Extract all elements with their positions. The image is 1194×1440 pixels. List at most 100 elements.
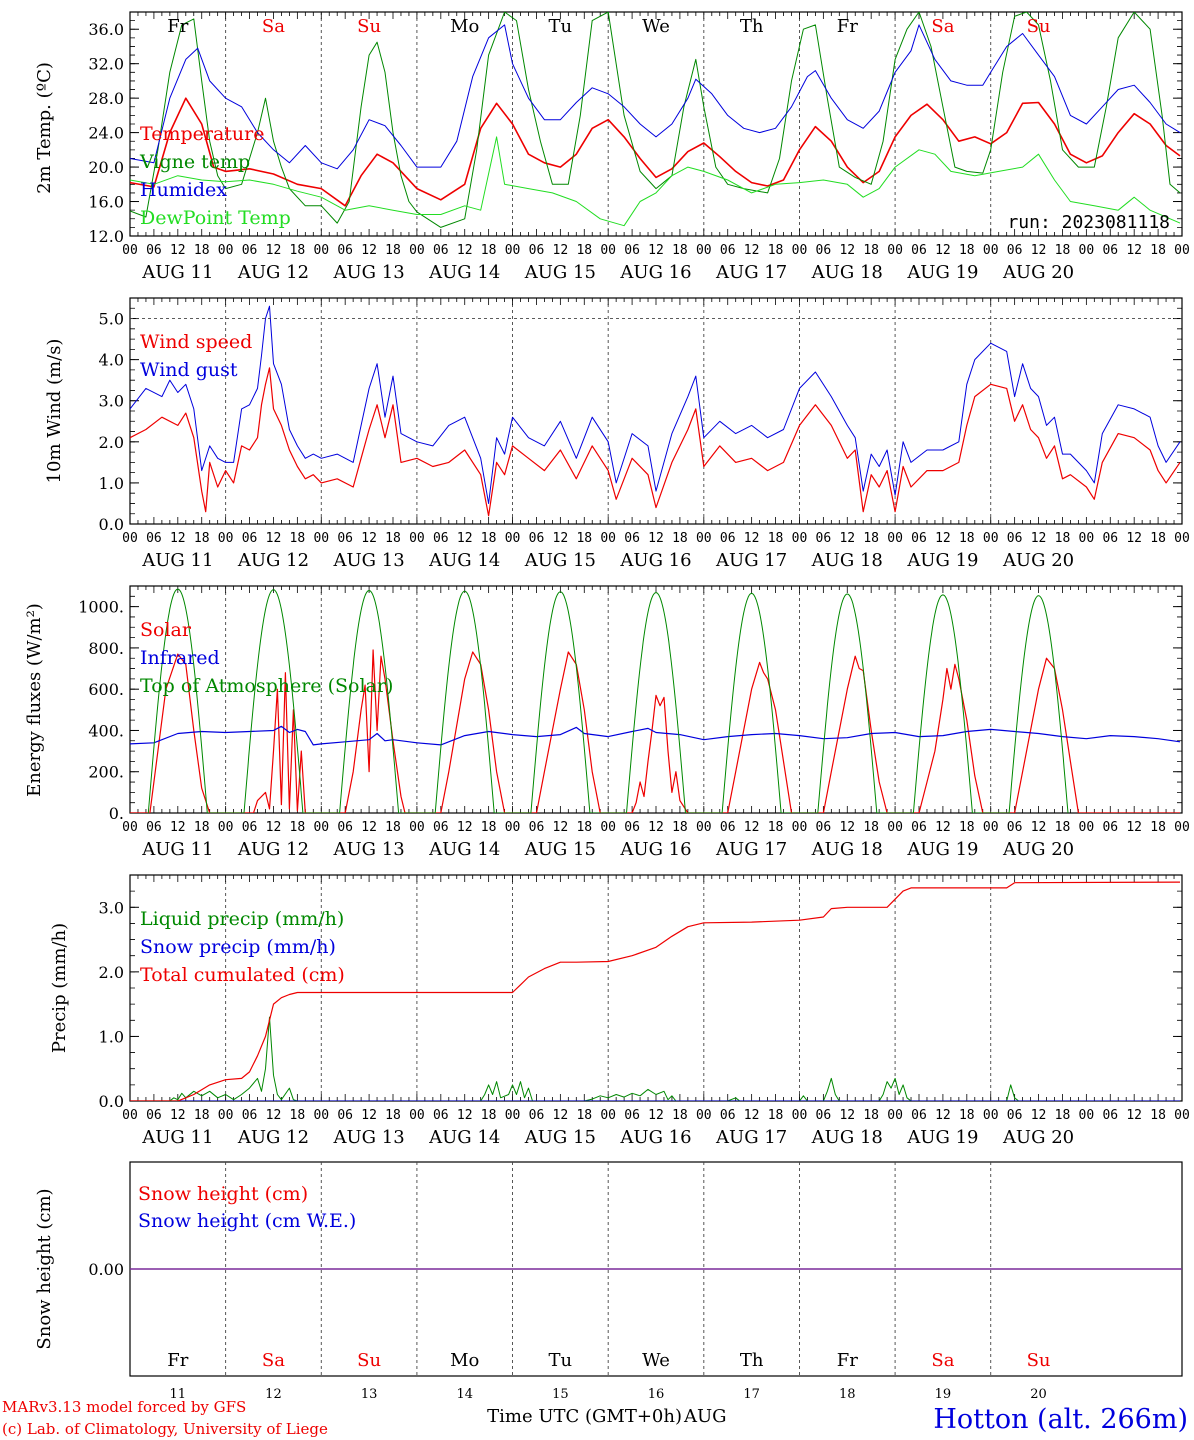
day-label: AUG 19	[906, 262, 978, 283]
time-ticks	[129, 586, 1183, 813]
weekday-label: We	[642, 1350, 670, 1371]
hour-tick-label: 12	[839, 531, 855, 546]
weekday-label: Tu	[549, 1350, 573, 1371]
hour-tick-label: 06	[1007, 243, 1023, 258]
hour-tick-label: 00	[505, 243, 521, 258]
y-tick-label: 36.0	[88, 20, 124, 39]
day-label: AUG 14	[428, 839, 500, 860]
hour-tick-label: 18	[1150, 1108, 1166, 1123]
hour-tick-label: 00	[887, 243, 903, 258]
day-number: 15	[552, 1387, 569, 1402]
hour-tick-label: 06	[242, 820, 258, 835]
series-line-liquid-precip-mm-h	[130, 1016, 1180, 1101]
hour-tick-label: 00	[792, 820, 808, 835]
hour-tick-label: 06	[242, 531, 258, 546]
hour-tick-label: 18	[672, 243, 688, 258]
hour-tick-label: 18	[768, 820, 784, 835]
hour-tick-label: 12	[839, 243, 855, 258]
hour-tick-label: 12	[1126, 1108, 1142, 1123]
hour-tick-label: 12	[744, 243, 760, 258]
y-tick-label: 12.0	[88, 227, 124, 246]
legend-entry: Snow height (cm)	[138, 1183, 308, 1205]
weekday-header: Fr	[837, 16, 858, 37]
legend-entry: Snow height (cm W.E.)	[138, 1210, 356, 1232]
y-tick-label: 3.0	[99, 392, 124, 411]
hour-tick-label: 12	[839, 1108, 855, 1123]
series-group	[130, 12, 1181, 228]
hour-tick-label: 00	[122, 1108, 138, 1123]
y-tick-label: 4.0	[99, 351, 124, 370]
weekday-label: Sa	[931, 1350, 954, 1371]
day-label: AUG 14	[428, 262, 500, 283]
legend-entry: Wind speed	[140, 331, 252, 353]
hour-tick-label: 00	[696, 243, 712, 258]
time-ticks	[129, 875, 1183, 1101]
day-number: 13	[361, 1387, 378, 1402]
hour-tick-label: 00	[122, 820, 138, 835]
hour-tick-label: 06	[337, 1108, 353, 1123]
hour-tick-label: 06	[1102, 1108, 1118, 1123]
day-label: AUG 16	[619, 550, 691, 571]
legend-entry: Total cumulated (cm)	[140, 964, 345, 986]
hour-tick-label: 00	[600, 531, 616, 546]
hour-tick-label: 12	[361, 820, 377, 835]
hour-tick-label: 18	[1055, 820, 1071, 835]
hour-tick-label: 12	[457, 820, 473, 835]
y-tick-label: 5.0	[99, 310, 124, 329]
hour-tick-label: 18	[576, 531, 592, 546]
hour-tick-label: 06	[624, 1108, 640, 1123]
series-line-dewpoint-temp	[130, 136, 1181, 227]
y-tick-label: 32.0	[88, 55, 124, 74]
hour-tick-label: 00	[409, 820, 425, 835]
y-tick-label: 0.0	[99, 515, 124, 534]
series-line-infrared	[130, 725, 1181, 746]
hour-tick-label: 06	[816, 1108, 832, 1123]
y-tick-label: 800.	[88, 639, 124, 658]
hour-tick-label: 06	[816, 531, 832, 546]
hour-tick-label: 00	[218, 820, 234, 835]
hour-tick-label: 00	[218, 1108, 234, 1123]
legend-entry: Solar	[140, 619, 192, 641]
hour-tick-label: 00	[792, 531, 808, 546]
hour-tick-label: 06	[1102, 243, 1118, 258]
hour-tick-label: 18	[481, 1108, 497, 1123]
day-label: AUG 12	[237, 262, 309, 283]
hour-tick-label: 18	[290, 820, 306, 835]
y-axis-label: 2m Temp. (ºC)	[34, 62, 55, 194]
hour-tick-label: 06	[720, 820, 736, 835]
hour-tick-label: 06	[720, 1108, 736, 1123]
hour-tick-label: 00	[887, 531, 903, 546]
hour-tick-label: 06	[529, 243, 545, 258]
hour-tick-label: 06	[529, 820, 545, 835]
hour-tick-label: 18	[863, 1108, 879, 1123]
weekday-label: Mo	[450, 1350, 479, 1371]
hour-tick-label: 18	[1150, 243, 1166, 258]
y-tick-label: 1000.	[78, 598, 124, 617]
hour-tick-label: 12	[1031, 531, 1047, 546]
legend-entry: Humidex	[140, 179, 227, 201]
lab-credit: (c) Lab. of Climatology, University of L…	[2, 1420, 328, 1438]
day-label: AUG 16	[619, 262, 691, 283]
weekday-header: Mo	[450, 16, 479, 37]
weekday-header: We	[642, 16, 670, 37]
weekday-label: Th	[740, 1350, 764, 1371]
weekday-header: Fr	[167, 16, 188, 37]
day-number: 17	[743, 1387, 760, 1402]
hour-tick-label: 18	[768, 1108, 784, 1123]
hour-tick-label: 12	[935, 243, 951, 258]
hour-tick-label: 00	[983, 1108, 999, 1123]
hour-tick-label: 18	[385, 531, 401, 546]
legend-entry: Top of Atmosphere (Solar)	[140, 675, 393, 697]
hour-tick-label: 00	[1174, 1108, 1190, 1123]
hour-tick-label: 12	[457, 1108, 473, 1123]
hour-tick-label: 12	[266, 243, 282, 258]
hour-tick-label: 12	[1031, 243, 1047, 258]
hour-tick-label: 00	[1174, 820, 1190, 835]
y-tick-label: 24.0	[88, 124, 124, 143]
time-axis-title: Time UTC (GMT+0h)	[487, 1406, 682, 1427]
day-number: 16	[648, 1387, 665, 1402]
hour-tick-label: 00	[1079, 531, 1095, 546]
day-label: AUG 11	[141, 839, 213, 860]
hour-tick-label: 12	[744, 1108, 760, 1123]
